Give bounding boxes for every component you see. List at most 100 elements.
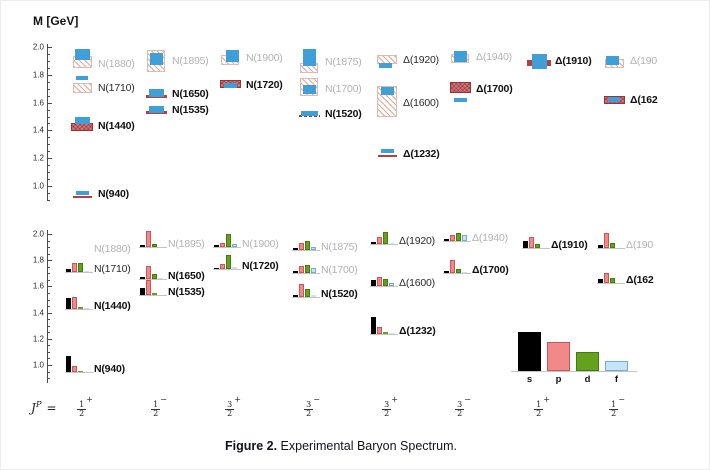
state-label: N(1895) bbox=[172, 55, 209, 67]
partial-wave-bar-f bbox=[389, 333, 394, 334]
top-panel-tick-label: 1.6 bbox=[32, 98, 44, 108]
partial-wave-baseline bbox=[139, 247, 167, 248]
legend-label-f: f bbox=[614, 374, 619, 385]
partial-wave-bar-f bbox=[84, 308, 89, 309]
state-label: N(1720) bbox=[246, 79, 283, 91]
blue-box-marker bbox=[75, 49, 90, 60]
partial-wave-bar-s bbox=[598, 279, 603, 283]
bottom-panel-minor-tick bbox=[47, 267, 50, 268]
bottom-panel-major-tick bbox=[47, 313, 52, 314]
jp-axis-value-2: 3 2 + bbox=[225, 395, 241, 418]
partial-wave-bar-d bbox=[610, 243, 615, 248]
partial-wave-bar-d bbox=[226, 255, 231, 269]
state-label: N(1720) bbox=[242, 260, 279, 272]
partial-wave-bar-s bbox=[66, 298, 71, 309]
state-label: Δ(1940) bbox=[472, 232, 508, 244]
bottom-panel-major-tick bbox=[47, 286, 52, 287]
partial-wave-bar-d bbox=[610, 278, 615, 283]
partial-wave-bar-d bbox=[535, 244, 540, 248]
partial-wave-bar-p bbox=[377, 277, 382, 286]
partial-wave-bar-s bbox=[293, 248, 298, 250]
partial-wave-baseline bbox=[292, 297, 320, 298]
top-panel-tick-label: 1.4 bbox=[32, 125, 44, 135]
legend-baseline bbox=[511, 371, 637, 372]
top-panel-minor-tick bbox=[47, 144, 50, 145]
bottom-panel-minor-tick bbox=[47, 372, 50, 373]
top-panel-tick-label: 2.0 bbox=[32, 42, 44, 52]
partial-wave-bar-d bbox=[152, 274, 157, 279]
legend-bar-d bbox=[576, 352, 599, 371]
blue-dash-marker bbox=[381, 149, 394, 153]
state-label: Δ(1920) bbox=[403, 54, 439, 66]
partial-wave-bar-p bbox=[299, 266, 304, 273]
partial-wave-bar-f bbox=[389, 243, 394, 244]
state-label: Δ(1600) bbox=[403, 97, 439, 109]
partial-wave-baseline bbox=[213, 269, 241, 270]
partial-wave-baseline bbox=[370, 334, 398, 335]
caption-text: Experimental Baryon Spectrum. bbox=[277, 439, 458, 453]
state-label: N(1650) bbox=[172, 88, 209, 100]
bottom-panel-minor-tick bbox=[47, 378, 50, 379]
partial-wave-bar-p bbox=[604, 273, 609, 283]
top-panel-minor-tick bbox=[47, 193, 50, 194]
partial-wave-bar-f bbox=[158, 278, 163, 279]
partial-wave-bar-f bbox=[232, 267, 237, 269]
bottom-panel-tick-label: 1.4 bbox=[32, 308, 44, 318]
bottom-panel-minor-tick bbox=[47, 306, 50, 307]
jp-axis-value-0: 1 2 + bbox=[77, 395, 93, 418]
partial-wave-bar-f bbox=[232, 244, 237, 247]
state-label: N(1875) bbox=[321, 241, 358, 253]
bottom-panel-major-tick bbox=[47, 260, 52, 261]
bottom-panel-major-tick bbox=[47, 339, 52, 340]
partial-wave-baseline bbox=[370, 244, 398, 245]
blue-box-marker bbox=[149, 89, 164, 97]
partial-wave-bar-s bbox=[371, 242, 376, 244]
top-panel-major-tick bbox=[47, 158, 52, 159]
top-panel-minor-tick bbox=[47, 82, 50, 83]
partial-wave-bar-d bbox=[78, 307, 83, 309]
partial-wave-baseline bbox=[65, 272, 93, 273]
state-label: N(1440) bbox=[98, 120, 135, 132]
partial-wave-bar-f bbox=[311, 247, 316, 250]
partial-wave-baseline bbox=[292, 273, 320, 274]
bottom-panel-tick-label: 1.8 bbox=[32, 255, 44, 265]
partial-wave-bar-p bbox=[220, 264, 225, 269]
partial-wave-bar-d bbox=[305, 289, 310, 297]
partial-wave-bar-d bbox=[383, 332, 388, 334]
partial-wave-bar-s bbox=[140, 245, 145, 247]
partial-wave-bar-s bbox=[140, 288, 145, 295]
legend-label-p: p bbox=[555, 374, 562, 385]
partial-wave-bar-s bbox=[371, 280, 376, 286]
partial-wave-bar-p bbox=[146, 231, 151, 247]
bottom-panel-minor-tick bbox=[47, 345, 50, 346]
state-label: N(1650) bbox=[168, 270, 205, 282]
partial-wave-bar-s bbox=[214, 245, 219, 247]
bottom-panel-minor-tick bbox=[47, 319, 50, 320]
state-label: Δ(190 bbox=[626, 239, 654, 251]
top-panel-minor-tick bbox=[47, 179, 50, 180]
legend-label-s: s bbox=[526, 374, 533, 385]
partial-wave-bar-s bbox=[66, 356, 71, 372]
state-label: N(1710) bbox=[98, 82, 135, 94]
partial-wave-bar-d bbox=[383, 279, 388, 286]
partial-wave-bar-s bbox=[214, 268, 219, 269]
legend-label-d: d bbox=[584, 374, 591, 385]
top-panel-minor-tick bbox=[47, 137, 50, 138]
state-label: N(940) bbox=[98, 188, 129, 200]
bottom-panel-tick-label: 1.0 bbox=[32, 360, 44, 370]
state-label: N(1880) bbox=[98, 58, 135, 70]
bottom-panel-major-tick bbox=[47, 365, 52, 366]
partial-wave-bar-p bbox=[529, 237, 534, 248]
top-panel-tick-label: 1.8 bbox=[32, 70, 44, 80]
blue-dash-marker bbox=[301, 111, 318, 116]
partial-wave-bar-p bbox=[377, 327, 382, 334]
partial-wave-bar-d bbox=[305, 265, 310, 273]
bottom-panel-tick-label: 2.0 bbox=[32, 229, 44, 239]
bottom-panel-minor-tick bbox=[47, 332, 50, 333]
partial-wave-baseline bbox=[139, 295, 167, 296]
state-label: N(1700) bbox=[325, 83, 362, 95]
top-panel-minor-tick bbox=[47, 89, 50, 90]
state-label: Δ(1910) bbox=[551, 239, 588, 251]
top-panel-minor-tick bbox=[47, 123, 50, 124]
partial-wave-baseline bbox=[65, 372, 93, 373]
